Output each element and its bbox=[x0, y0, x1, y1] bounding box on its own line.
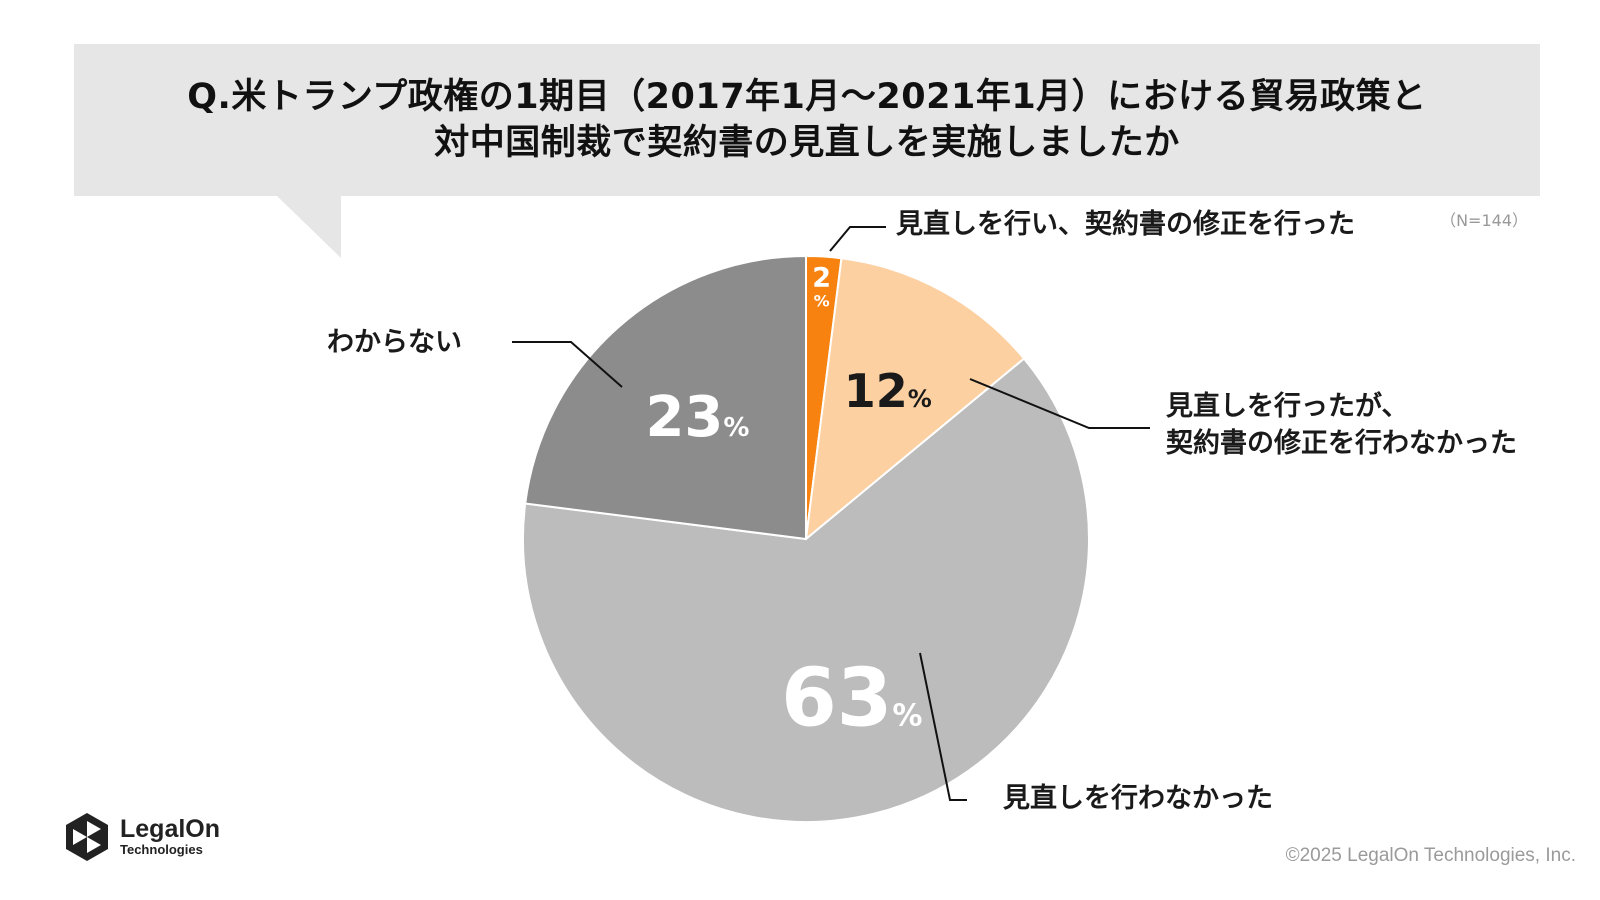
logo-name: LegalOn bbox=[120, 815, 221, 843]
slice-label-reviewed-not-revised: 見直しを行ったが、 契約書の修正を行わなかった bbox=[1166, 388, 1517, 462]
copyright: ©2025 LegalOn Technologies, Inc. bbox=[1285, 845, 1576, 866]
pie-value-label-revised: 2% bbox=[812, 262, 831, 310]
question-title-line-2: 対中国制裁で契約書の見直しを実施しましたか bbox=[434, 123, 1180, 163]
pie-slice-reviewed-not-revised bbox=[804, 257, 1026, 542]
question-title-line-1: Q.米トランプ政権の1期目（2017年1月～2021年1月）における貿易政策と bbox=[187, 77, 1427, 117]
pie-value-label-reviewed-not-revised: 12% bbox=[844, 364, 932, 418]
legalon-logo: LegalOn Technologies bbox=[64, 812, 220, 862]
leader-line-not-reviewed bbox=[919, 652, 967, 801]
slice-label-not-reviewed: 見直しを行わなかった bbox=[1003, 783, 1273, 814]
logo-subtitle: Technologies bbox=[120, 842, 203, 857]
pie-slice-not-reviewed bbox=[522, 357, 1091, 823]
leader-line-reviewed-not-revised bbox=[969, 378, 1150, 429]
legalon-mark-icon bbox=[66, 813, 108, 861]
leader-line-revised bbox=[829, 226, 886, 252]
question-banner: Q.米トランプ政権の1期目（2017年1月～2021年1月）における貿易政策と … bbox=[74, 44, 1540, 196]
leader-line-unknown bbox=[512, 341, 623, 388]
slice-label-reviewed-not-revised-line-1: 見直しを行ったが、 bbox=[1166, 391, 1409, 422]
sample-size: （N=144） bbox=[1440, 211, 1528, 230]
slice-label-reviewed-not-revised-line-2: 契約書の修正を行わなかった bbox=[1166, 428, 1517, 459]
slice-label-revised: 見直しを行い、契約書の修正を行った bbox=[896, 209, 1355, 240]
slice-label-unknown: わからない bbox=[327, 327, 462, 358]
pie-value-label-not-reviewed: 63% bbox=[781, 651, 922, 744]
pie-slice-unknown bbox=[524, 254, 807, 541]
pie-value-label-unknown: 23% bbox=[645, 385, 749, 450]
speech-bubble-tail bbox=[277, 196, 341, 258]
